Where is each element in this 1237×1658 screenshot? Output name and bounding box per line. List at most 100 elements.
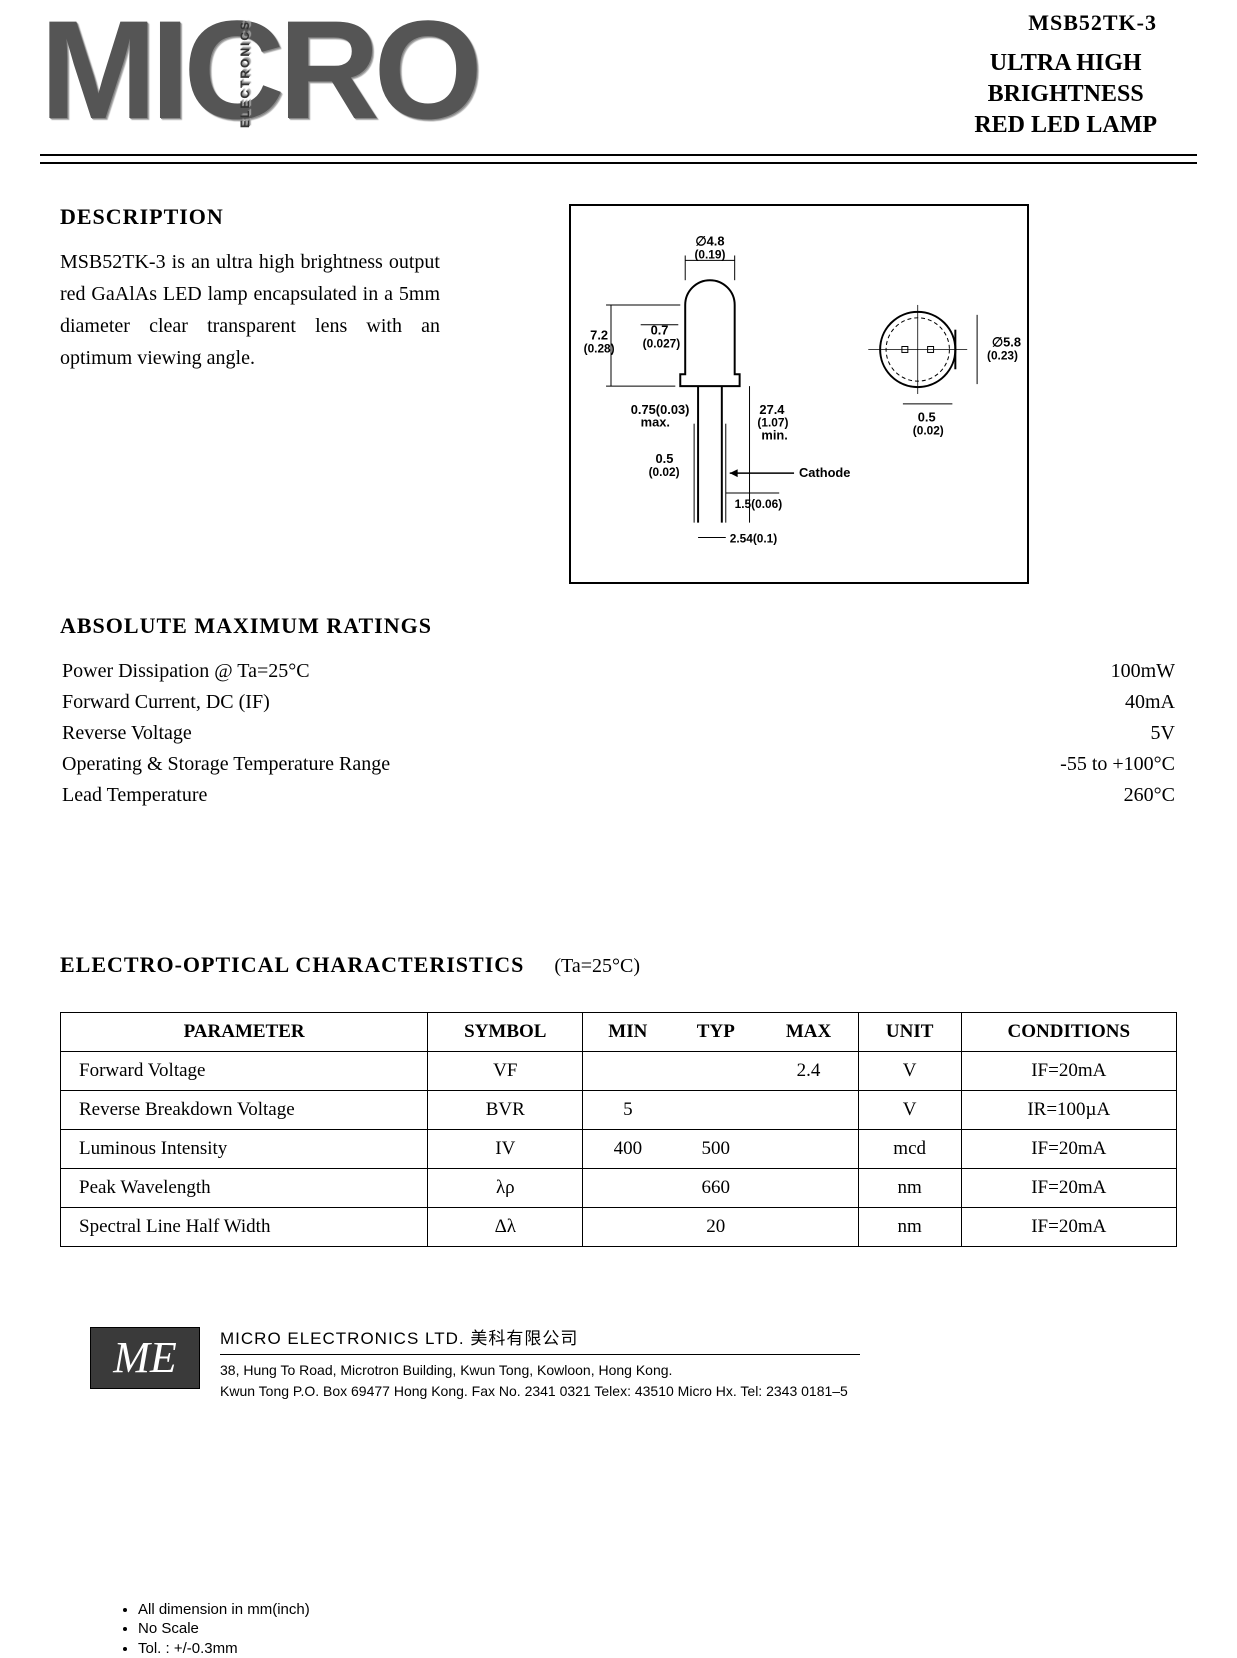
product-title: ULTRA HIGH BRIGHTNESS RED LED LAMP [974,48,1157,142]
eo-typ [672,1090,759,1129]
eo-cond: IF=20mA [961,1207,1176,1246]
dim-base-dia-in: (0.23) [987,348,1018,362]
header-right: MSB52TK-3 ULTRA HIGH BRIGHTNESS RED LED … [974,10,1197,142]
eo-typ: 660 [672,1168,759,1207]
eo-row: Peak Wavelengthλρ660nmIF=20mA [61,1168,1177,1207]
eo-max [759,1207,858,1246]
dim-offset-in: (0.027) [643,336,681,350]
ratings-row: Operating & Storage Temperature Range-55… [62,750,1175,779]
footer-text: MICRO ELECTRONICS LTD. 美科有限公司 38, Hung T… [220,1327,860,1401]
eo-row: Forward VoltageVF 2.4VIF=20mA [61,1051,1177,1090]
eo-unit: mcd [858,1129,961,1168]
dim-lead-min: 27.4 [760,401,786,416]
ratings-value: 260°C [887,781,1175,810]
eo-header: CONDITIONS [961,1012,1176,1051]
eo-cond: IR=100µA [961,1090,1176,1129]
eo-min [583,1051,672,1090]
description-text: MSB52TK-3 is an ultra high brightness ou… [60,246,440,374]
dim-flat: 0.5 [918,409,936,424]
dim-base-dia: ∅5.8 [992,334,1021,349]
dim-lead-w-in: (0.02) [649,465,680,479]
dim-lead-w: 0.5 [656,451,674,466]
eo-param: Luminous Intensity [61,1129,428,1168]
eo-header: UNIT [858,1012,961,1051]
eo-symbol: IV [428,1129,583,1168]
product-title-line2: BRIGHTNESS [988,81,1144,107]
eo-cond: IF=20mA [961,1051,1176,1090]
footer-logo: ME [90,1327,200,1389]
eo-min: 5 [583,1090,672,1129]
eo-unit: V [858,1090,961,1129]
eo-unit: nm [858,1207,961,1246]
eo-cond: IF=20mA [961,1168,1176,1207]
logo: MICRO ELECTRONICS [40,10,477,129]
diagram-section: ∅4.8 (0.19) 7.2 (0.28) 0.7 (0.027) 0.75(… [569,204,1177,583]
eo-row: Luminous IntensityIV400500 mcdIF=20mA [61,1129,1177,1168]
eo-title: ELECTRO-OPTICAL CHARACTERISTICS [60,952,524,978]
logo-text: MICRO [40,0,477,148]
eo-cond: IF=20mA [961,1129,1176,1168]
dimension-diagram: ∅4.8 (0.19) 7.2 (0.28) 0.7 (0.027) 0.75(… [569,204,1029,584]
eo-header: PARAMETER [61,1012,428,1051]
eo-row: Reverse Breakdown VoltageBVR5VIR=100µA [61,1090,1177,1129]
eo-unit: nm [858,1168,961,1207]
eo-param: Forward Voltage [61,1051,428,1090]
footer-address-2: Kwun Tong P.O. Box 69477 Hong Kong. Fax … [220,1381,860,1401]
ratings-table: Power Dissipation @ Ta=25°C100mW Forward… [60,655,1177,812]
ratings-label: Power Dissipation @ Ta=25°C [62,657,885,686]
description-section: DESCRIPTION MSB52TK-3 is an ultra high b… [60,204,529,583]
dim-top-dia-in: (0.19) [695,247,726,261]
eo-symbol: BVR [428,1090,583,1129]
dim-pitch: 2.54(0.1) [730,531,778,545]
product-title-line1: ULTRA HIGH [990,50,1142,76]
dim-lead-min-lbl: min. [762,427,788,442]
ratings-title: ABSOLUTE MAXIMUM RATINGS [60,613,1177,639]
dim-body-h-in: (0.28) [584,341,615,355]
eo-param: Spectral Line Half Width [61,1207,428,1246]
ratings-label: Reverse Voltage [62,719,885,748]
eo-header: TYP [672,1012,759,1051]
part-number: MSB52TK-3 [974,10,1157,36]
dim-lead-max-lbl: max. [641,414,670,429]
eo-min: 400 [583,1129,672,1168]
eo-max [759,1168,858,1207]
eo-max [759,1090,858,1129]
footer-company: MICRO ELECTRONICS LTD. 美科有限公司 [220,1327,860,1352]
eo-typ: 500 [672,1129,759,1168]
eo-symbol: VF [428,1051,583,1090]
diagram-note-1: All dimension in mm(inch) [138,1600,310,1620]
diagram-note-3: Tol. : +/-0.3mm [138,1639,310,1658]
divider-2 [40,162,1197,164]
header: MICRO ELECTRONICS MSB52TK-3 ULTRA HIGH B… [40,0,1197,142]
eo-table: PARAMETER SYMBOL MIN TYP MAX UNIT CONDIT… [60,1012,1177,1247]
ratings-value: 100mW [887,657,1175,686]
eo-max [759,1129,858,1168]
eo-header-row: PARAMETER SYMBOL MIN TYP MAX UNIT CONDIT… [61,1012,1177,1051]
eo-symbol: λρ [428,1168,583,1207]
dim-body-h: 7.2 [590,327,608,342]
ratings-row: Lead Temperature260°C [62,781,1175,810]
ratings-row: Power Dissipation @ Ta=25°C100mW [62,657,1175,686]
ratings-value: 5V [887,719,1175,748]
logo-vertical-text: ELECTRONICS [240,20,250,128]
diagram-note-2: No Scale [138,1619,310,1639]
footer-address-1: 38, Hung To Road, Microtron Building, Kw… [220,1360,860,1380]
eo-max: 2.4 [759,1051,858,1090]
ratings-value: -55 to +100°C [887,750,1175,779]
divider-1 [40,154,1197,156]
eo-section: ELECTRO-OPTICAL CHARACTERISTICS (Ta=25°C… [60,952,1177,1247]
ratings-section: ABSOLUTE MAXIMUM RATINGS Power Dissipati… [60,613,1177,812]
eo-row: Spectral Line Half WidthΔλ 20 nmIF=20mA [61,1207,1177,1246]
footer-divider [220,1354,860,1355]
eo-symbol: Δλ [428,1207,583,1246]
ratings-label: Operating & Storage Temperature Range [62,750,885,779]
footer: ME MICRO ELECTRONICS LTD. 美科有限公司 38, Hun… [60,1327,1177,1401]
dim-cathode-label: Cathode [799,465,850,480]
eo-unit: V [858,1051,961,1090]
dim-cathode-gap: 1.5(0.06) [735,496,783,510]
diagram-notes: All dimension in mm(inch) No Scale Tol. … [120,1600,310,1658]
ratings-label: Forward Current, DC (IF) [62,688,885,717]
eo-typ: 20 [672,1207,759,1246]
eo-typ [672,1051,759,1090]
dim-top-dia: ∅4.8 [696,233,725,248]
